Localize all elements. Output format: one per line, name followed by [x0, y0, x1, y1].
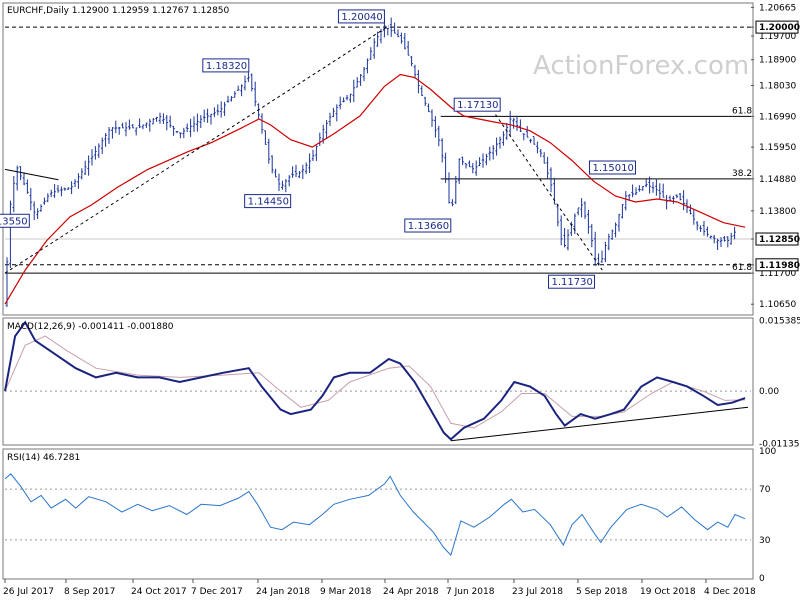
x-tick-label: 24 Jan 2018 — [256, 587, 310, 597]
price-annotation: 1.13550 — [0, 213, 30, 228]
rsi-header: RSI(14) 46.7281 — [7, 453, 80, 463]
price-annotation: 1.14450 — [244, 194, 292, 209]
macd-header: MACD(12,26,9) -0.001411 -0.001880 — [7, 322, 174, 332]
price-annotations: 1.20040 1.18320 1.17130 1.15010 1.14450 1.136… — [0, 9, 636, 289]
price-y-tick-label: 1.15950 — [759, 143, 796, 153]
annotation-box — [453, 97, 501, 112]
price-y-tick-label: 1.11700 — [759, 269, 796, 279]
x-tick-label: 24 Oct 2017 — [131, 587, 187, 597]
trendlines — [4, 25, 603, 274]
rsi-y-tick-label: 100 — [759, 447, 776, 457]
price-badge-text: 1.20000 — [759, 23, 800, 33]
watermark: ActionForex.com — [533, 51, 749, 81]
x-axis: 26 Jul 2017 8 Sep 2017 24 Oct 2017 7 Dec 20… — [3, 579, 756, 597]
annotation-box — [0, 213, 30, 228]
annotation-text: 1.13660 — [408, 221, 449, 232]
x-tick-label: 4 Dec 2018 — [704, 587, 756, 597]
x-tick-label: 7 Dec 2017 — [191, 587, 243, 597]
rsi-y-tick-label: 70 — [759, 485, 771, 495]
macd-y-tick-label: -0.011352 — [759, 439, 800, 449]
annotation-box — [548, 274, 596, 289]
price-badge-text: 1.11980 — [759, 261, 800, 271]
price-annotation: 1.15010 — [588, 160, 636, 175]
x-tick-label: 5 Sep 2018 — [576, 587, 628, 597]
annotation-text: 1.11730 — [552, 277, 593, 288]
annotation-text: 1.13550 — [0, 216, 28, 227]
fib-level-label: 61.8 — [732, 263, 752, 273]
price-bars — [5, 17, 736, 307]
x-tick-label: 26 Jul 2017 — [3, 587, 54, 597]
annotation-box — [404, 218, 452, 233]
x-tick-label: 7 Jun 2018 — [446, 587, 495, 597]
rsi-lines — [4, 473, 751, 557]
x-tick-label: 19 Oct 2018 — [640, 587, 696, 597]
rsi-panel-frame — [2, 448, 754, 580]
macd-y-axis: 0.015385 0.00 -0.011352 — [759, 317, 800, 450]
macd-y-tick-label: 0.00 — [759, 387, 779, 397]
x-tick-label: 8 Sep 2017 — [64, 587, 115, 597]
fib-level-label: 61.8 — [732, 106, 752, 116]
moving-average-line — [4, 73, 746, 305]
price-y-tick-label: 1.10650 — [759, 300, 796, 310]
price-reference-lines: 61.8 38.2 61.8 — [5, 26, 752, 274]
moving-average — [4, 73, 746, 305]
price-y-tick-label: 1.13800 — [759, 207, 796, 217]
price-annotation: 1.20040 — [337, 9, 385, 24]
x-tick-label: 23 Jul 2018 — [512, 587, 563, 597]
price-header: EURCHF,Daily 1.12900 1.12959 1.12767 1.1… — [7, 6, 230, 16]
price-y-tick-label: 1.19700 — [759, 32, 796, 42]
x-tick-label: 24 Apr 2018 — [383, 587, 439, 597]
trendline-0 — [4, 25, 390, 274]
price-annotation: 1.18320 — [202, 58, 250, 73]
rsi-line — [4, 473, 746, 557]
macd-signal-line — [4, 335, 746, 429]
x-tick-label: 9 Mar 2018 — [320, 587, 372, 597]
price-y-tick-label: 1.20665 — [759, 3, 796, 13]
price-y-tick-label: 1.14880 — [759, 175, 796, 185]
macd-trendline — [450, 406, 749, 442]
annotation-box — [337, 9, 385, 24]
macd-main-line — [4, 320, 746, 441]
annotation-box — [202, 58, 250, 73]
macd-lines — [4, 320, 751, 442]
rsi-y-tick-label: 0 — [759, 574, 765, 584]
fib-level-label: 38.2 — [732, 169, 752, 179]
annotation-box — [588, 160, 636, 175]
price-badge — [755, 20, 799, 34]
price-panel-frame — [2, 2, 754, 316]
price-y-tick-label: 1.16990 — [759, 112, 796, 122]
annotation-text: 1.15010 — [592, 163, 633, 174]
price-y-tick-label: 1.18030 — [759, 82, 796, 92]
trendline-2 — [495, 114, 603, 271]
macd-y-tick-label: 0.015385 — [759, 317, 800, 327]
annotation-text: 1.20040 — [341, 12, 382, 23]
price-badge — [755, 232, 799, 246]
annotation-text: 1.14450 — [248, 197, 289, 208]
price-annotation: 1.13660 — [404, 218, 452, 233]
macd-panel-frame — [2, 317, 754, 446]
price-y-tick-label: 1.18900 — [759, 56, 796, 66]
price-annotation: 1.11730 — [548, 274, 596, 289]
annotation-text: 1.17130 — [457, 100, 498, 111]
rsi-y-tick-label: 30 — [759, 536, 771, 546]
price-badge — [755, 258, 799, 272]
rsi-y-axis: 100 70 30 0 — [759, 447, 776, 584]
price-annotation: 1.17130 — [453, 97, 501, 112]
price-badge-text: 1.12850 — [759, 235, 800, 245]
annotation-box — [244, 194, 292, 209]
trendline-1 — [4, 168, 59, 181]
annotation-text: 1.18320 — [206, 61, 247, 72]
